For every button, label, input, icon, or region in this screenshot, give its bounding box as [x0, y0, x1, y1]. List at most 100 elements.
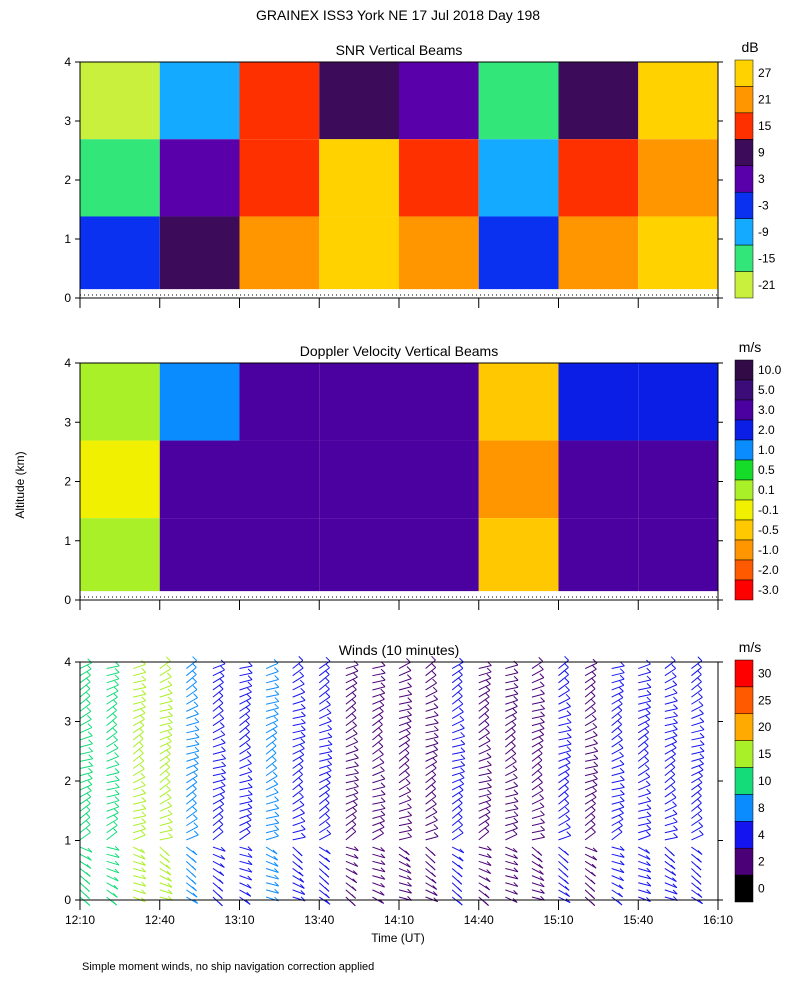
wind-barb-flag [299, 800, 305, 806]
wind-barb [106, 739, 118, 748]
wind-barb-flag [671, 749, 676, 755]
wind-barb-flag [274, 703, 279, 709]
wind-barb [79, 695, 91, 705]
wind-barb-flag [192, 892, 198, 898]
wind-barb-flag [139, 764, 145, 770]
wind-barb [318, 795, 330, 805]
wind-barb-flag [405, 778, 411, 784]
wind-barb-flag [593, 774, 598, 780]
wind-barb [452, 758, 465, 762]
wind-barb [398, 661, 411, 669]
wind-barb-flag [407, 803, 412, 809]
wind-barb-flag [646, 683, 652, 688]
wind-barb [292, 796, 304, 805]
wind-barb [132, 731, 144, 741]
wind-barb-flag [192, 771, 198, 777]
wind-barb [318, 674, 330, 684]
wind-barb [318, 681, 330, 691]
wind-barb-flag [327, 716, 332, 722]
wind-barb [425, 761, 437, 769]
wind-barb-flag [672, 680, 678, 686]
wind-barb-flag [325, 778, 331, 784]
colorbar-swatch [734, 112, 754, 140]
wind-barb-flag [698, 822, 704, 827]
wind-barb-flag [353, 846, 359, 851]
wind-barb [79, 703, 91, 712]
wind-barb [265, 800, 279, 805]
wind-barb-flag [673, 832, 678, 838]
wind-barb-flag [112, 720, 118, 725]
wind-barb [531, 693, 545, 698]
wind-barb [79, 846, 93, 853]
wind-barb [292, 767, 304, 777]
wind-barb [638, 815, 652, 819]
wind-barb-flag [351, 713, 357, 719]
wind-barb [106, 882, 119, 890]
wind-barb [638, 875, 651, 880]
wind-barb-flag [540, 711, 545, 717]
wind-barb [478, 868, 491, 875]
wind-barb [239, 746, 251, 755]
wind-barb-flag [697, 813, 703, 819]
wind-barb-flag [590, 879, 596, 885]
wind-barb [372, 778, 385, 784]
wind-barb [239, 703, 251, 712]
wind-barb-flag [590, 901, 596, 907]
wind-barb-flag [619, 868, 625, 874]
wind-barb [584, 824, 596, 834]
wind-barb [611, 812, 624, 819]
wind-barb [425, 819, 438, 827]
wind-barb [239, 665, 253, 670]
wind-barb-flag [590, 698, 596, 704]
wind-barb [345, 868, 358, 876]
wind-barb [664, 741, 677, 748]
wind-barb [372, 826, 385, 834]
wind-barb-flag [671, 871, 677, 876]
wind-barb [505, 853, 518, 859]
wind-barb-flag [379, 828, 384, 834]
wind-barb [292, 707, 306, 712]
wind-barb-flag [325, 821, 331, 827]
wind-barb-flag [352, 878, 358, 884]
wind-barb [611, 678, 625, 684]
wind-barb [159, 740, 172, 748]
wind-barb [318, 782, 331, 791]
wind-barb [133, 706, 146, 712]
wind-barb-flag [457, 880, 463, 885]
wind-barb [106, 764, 120, 769]
heatmap-cell-low [159, 518, 240, 592]
wind-barb-flag [646, 897, 651, 902]
wind-barb-flag [591, 671, 597, 676]
wind-barb-flag [166, 785, 171, 791]
colorbar-label: 1.0 [758, 443, 775, 457]
wind-barb-flag [218, 698, 224, 704]
wind-barb-flag [112, 820, 118, 826]
wind-barb-flag [379, 822, 385, 828]
heatmap-cell-high [558, 62, 639, 140]
wind-barb-flag [141, 689, 147, 695]
wind-barb-flag [194, 740, 200, 745]
wind-barb-flag [192, 777, 198, 783]
wind-barb [398, 829, 412, 834]
heatmap-cell-mid [319, 139, 399, 217]
wind-barb-flag [513, 889, 518, 895]
wind-barb-flag [486, 760, 492, 766]
wind-barb-flag [220, 854, 226, 860]
x-tick-label: 14:40 [464, 913, 494, 927]
wind-barb-flag [618, 892, 623, 898]
wind-barb [319, 833, 331, 841]
wind-barb-flag [696, 879, 702, 885]
wind-barb [132, 760, 145, 769]
wind-barb [132, 846, 145, 854]
wind-barb [265, 791, 279, 798]
wind-barb [398, 815, 412, 819]
wind-barb [79, 803, 91, 812]
wind-barb-flag [486, 845, 492, 851]
wind-barb [265, 713, 279, 719]
wind-barb-flag [431, 878, 437, 884]
wind-barb-flag [113, 884, 119, 890]
wind-barb-flag [246, 883, 252, 889]
wind-barb [239, 800, 253, 805]
wind-barb-flag [407, 689, 413, 695]
wind-barb [664, 829, 678, 834]
